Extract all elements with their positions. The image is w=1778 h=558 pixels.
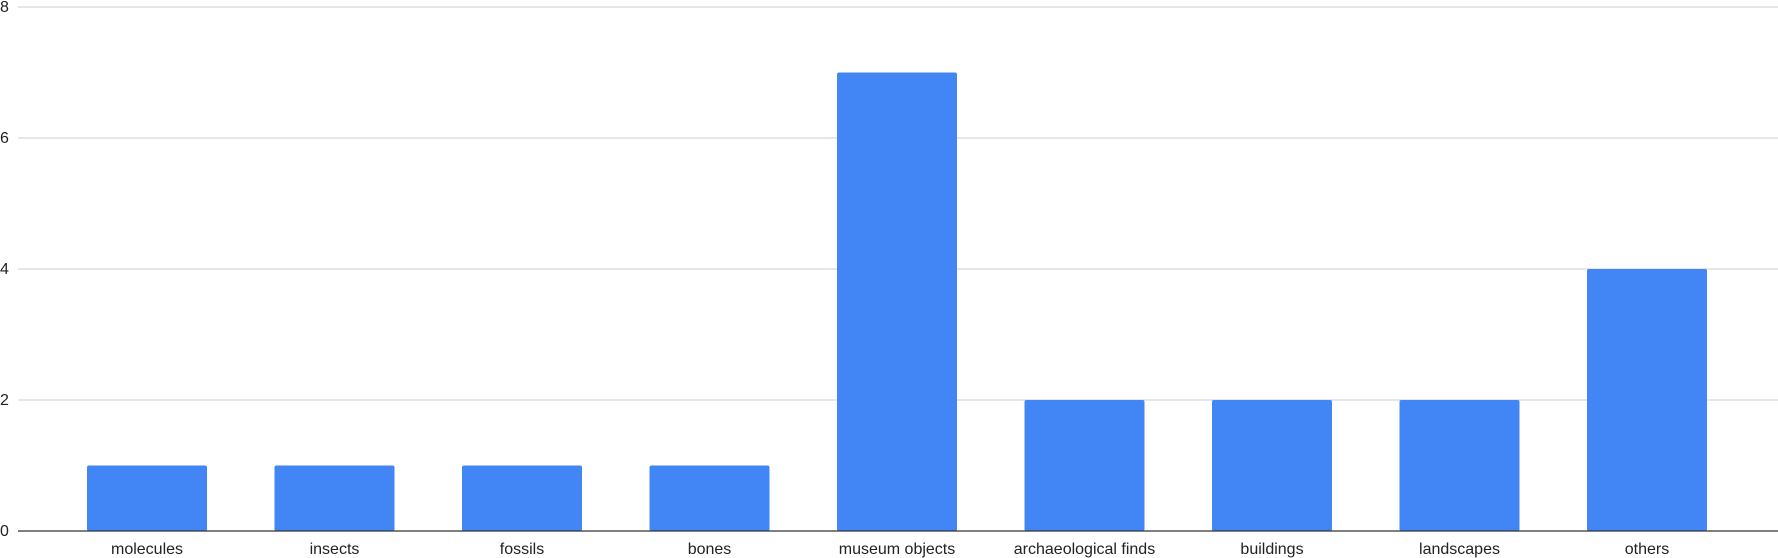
x-category-label: insects bbox=[310, 541, 360, 558]
bar-fossils bbox=[462, 465, 582, 531]
y-axis-tick-labels: 0 2 4 6 8 bbox=[0, 0, 9, 540]
bar-others bbox=[1587, 269, 1707, 531]
x-category-label: museum objects bbox=[839, 541, 956, 558]
x-category-label: landscapes bbox=[1419, 541, 1500, 558]
x-category-label: buildings bbox=[1240, 541, 1303, 558]
bar-insects bbox=[274, 465, 395, 531]
bar-molecules bbox=[87, 465, 207, 531]
bar-archaeological-finds bbox=[1024, 400, 1145, 531]
bar-museum-objects bbox=[837, 72, 957, 531]
x-category-label: archaeological finds bbox=[1014, 541, 1155, 558]
x-axis-category-labels: molecules insects fossils bones museum objec… bbox=[111, 541, 1669, 558]
y-tick-label: 6 bbox=[0, 130, 9, 147]
x-category-label: molecules bbox=[111, 541, 183, 558]
y-tick-label: 0 bbox=[0, 523, 9, 540]
bar-buildings bbox=[1212, 400, 1332, 531]
bar-bones bbox=[649, 465, 770, 531]
y-tick-label: 2 bbox=[0, 392, 9, 409]
bar-landscapes bbox=[1399, 400, 1520, 531]
x-category-label: others bbox=[1625, 541, 1669, 558]
y-tick-label: 4 bbox=[0, 261, 9, 278]
y-tick-label: 8 bbox=[0, 0, 9, 16]
x-category-label: bones bbox=[688, 541, 732, 558]
x-category-label: fossils bbox=[500, 541, 544, 558]
bars bbox=[87, 72, 1707, 531]
